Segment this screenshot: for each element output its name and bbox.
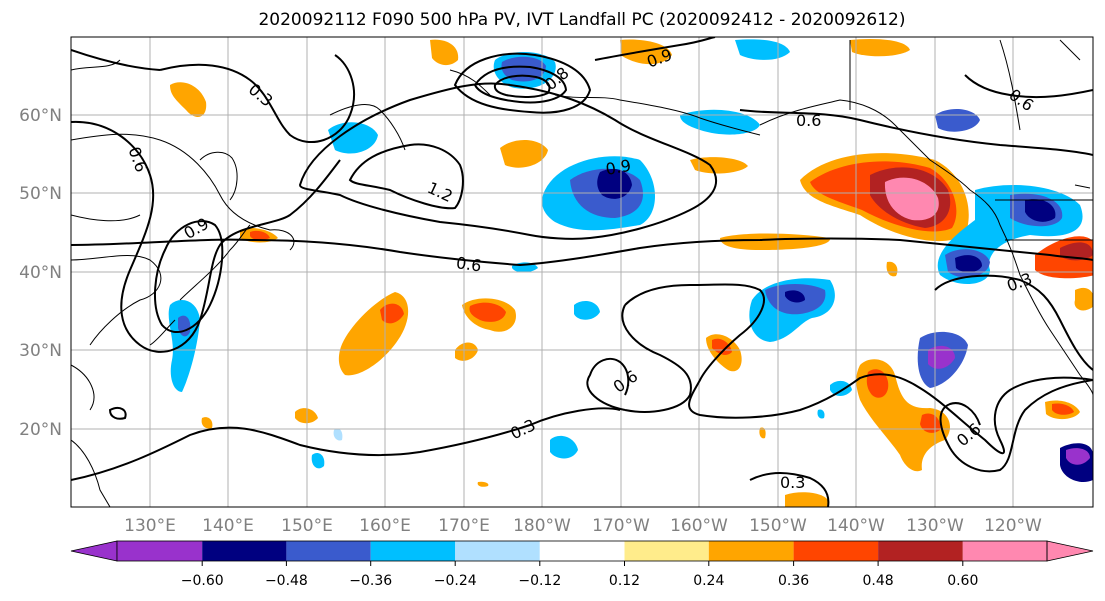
- colorbar-extend-low: [70, 540, 118, 562]
- colorbar-tick-label: 0.24: [693, 573, 724, 589]
- contour-label: 0.6: [796, 111, 821, 130]
- colorbar-segment: [878, 541, 963, 561]
- lon-label: 140°W: [827, 516, 885, 536]
- colorbar-segment: [117, 541, 203, 561]
- colorbar-segment: [539, 541, 625, 561]
- lon-label: 150°E: [281, 516, 333, 536]
- colorbar: −0.60 −0.48 −0.36 −0.24 −0.12 0.12 0.24 …: [70, 540, 1094, 589]
- colorbar-segment: [793, 541, 879, 561]
- colorbar-tick-label: −0.12: [518, 573, 561, 589]
- lon-label: 170°E: [438, 516, 490, 536]
- colorbar-tick-label: 0.36: [778, 573, 809, 589]
- colorbar-segment: [202, 541, 287, 561]
- colorbar-segment: [708, 541, 794, 561]
- colorbar-ticks: [201, 561, 964, 566]
- map-panel: 0.3 0.6 0.9 1.2 0.8 0.6 0.9 0.6 0.3 0.6 …: [70, 36, 1094, 508]
- lat-label: 30°N: [19, 341, 62, 361]
- colorbar-segment: [455, 541, 540, 561]
- lat-label: 60°N: [19, 106, 62, 126]
- colorbar-tick-label: 0.60: [947, 573, 978, 589]
- ivt-contours: [71, 37, 1093, 507]
- contour-label: 0.9: [604, 156, 632, 179]
- lon-label: 130°E: [124, 516, 176, 536]
- colorbar-tick-label: −0.24: [434, 573, 477, 589]
- lat-label: 20°N: [19, 420, 62, 440]
- contour-label: 0.3: [780, 473, 805, 492]
- colorbar-tick-label: −0.60: [181, 573, 224, 589]
- colorbar-segment: [370, 541, 456, 561]
- lon-label: 130°W: [906, 516, 964, 536]
- colorbar-extend-high: [1046, 540, 1094, 562]
- lon-label: 170°W: [592, 516, 650, 536]
- lon-label: 160°W: [670, 516, 728, 536]
- longitude-labels: 130°E 140°E 150°E 160°E 170°E 180°W 170°…: [124, 516, 1042, 536]
- lon-label: 120°W: [984, 516, 1042, 536]
- lat-label: 40°N: [19, 263, 62, 283]
- colorbar-tick-label: −0.36: [349, 573, 392, 589]
- lon-label: 160°E: [359, 516, 411, 536]
- latitude-labels: 60°N 50°N 40°N 30°N 20°N: [19, 106, 62, 440]
- colorbar-tick-label: 0.12: [609, 573, 640, 589]
- colorbar-segment: [624, 541, 709, 561]
- figure-title: 2020092112 F090 500 hPa PV, IVT Landfall…: [258, 10, 905, 30]
- lon-label: 150°W: [749, 516, 807, 536]
- lon-label: 140°E: [202, 516, 254, 536]
- colorbar-tick-label: 0.48: [863, 573, 894, 589]
- lat-label: 50°N: [19, 184, 62, 204]
- colorbar-segment: [286, 541, 371, 561]
- contour-label: 0.6: [455, 253, 483, 275]
- colorbar-tick-label: −0.48: [265, 573, 308, 589]
- coastlines: [71, 39, 1093, 507]
- colorbar-segment: [962, 541, 1047, 561]
- lon-label: 180°W: [513, 516, 571, 536]
